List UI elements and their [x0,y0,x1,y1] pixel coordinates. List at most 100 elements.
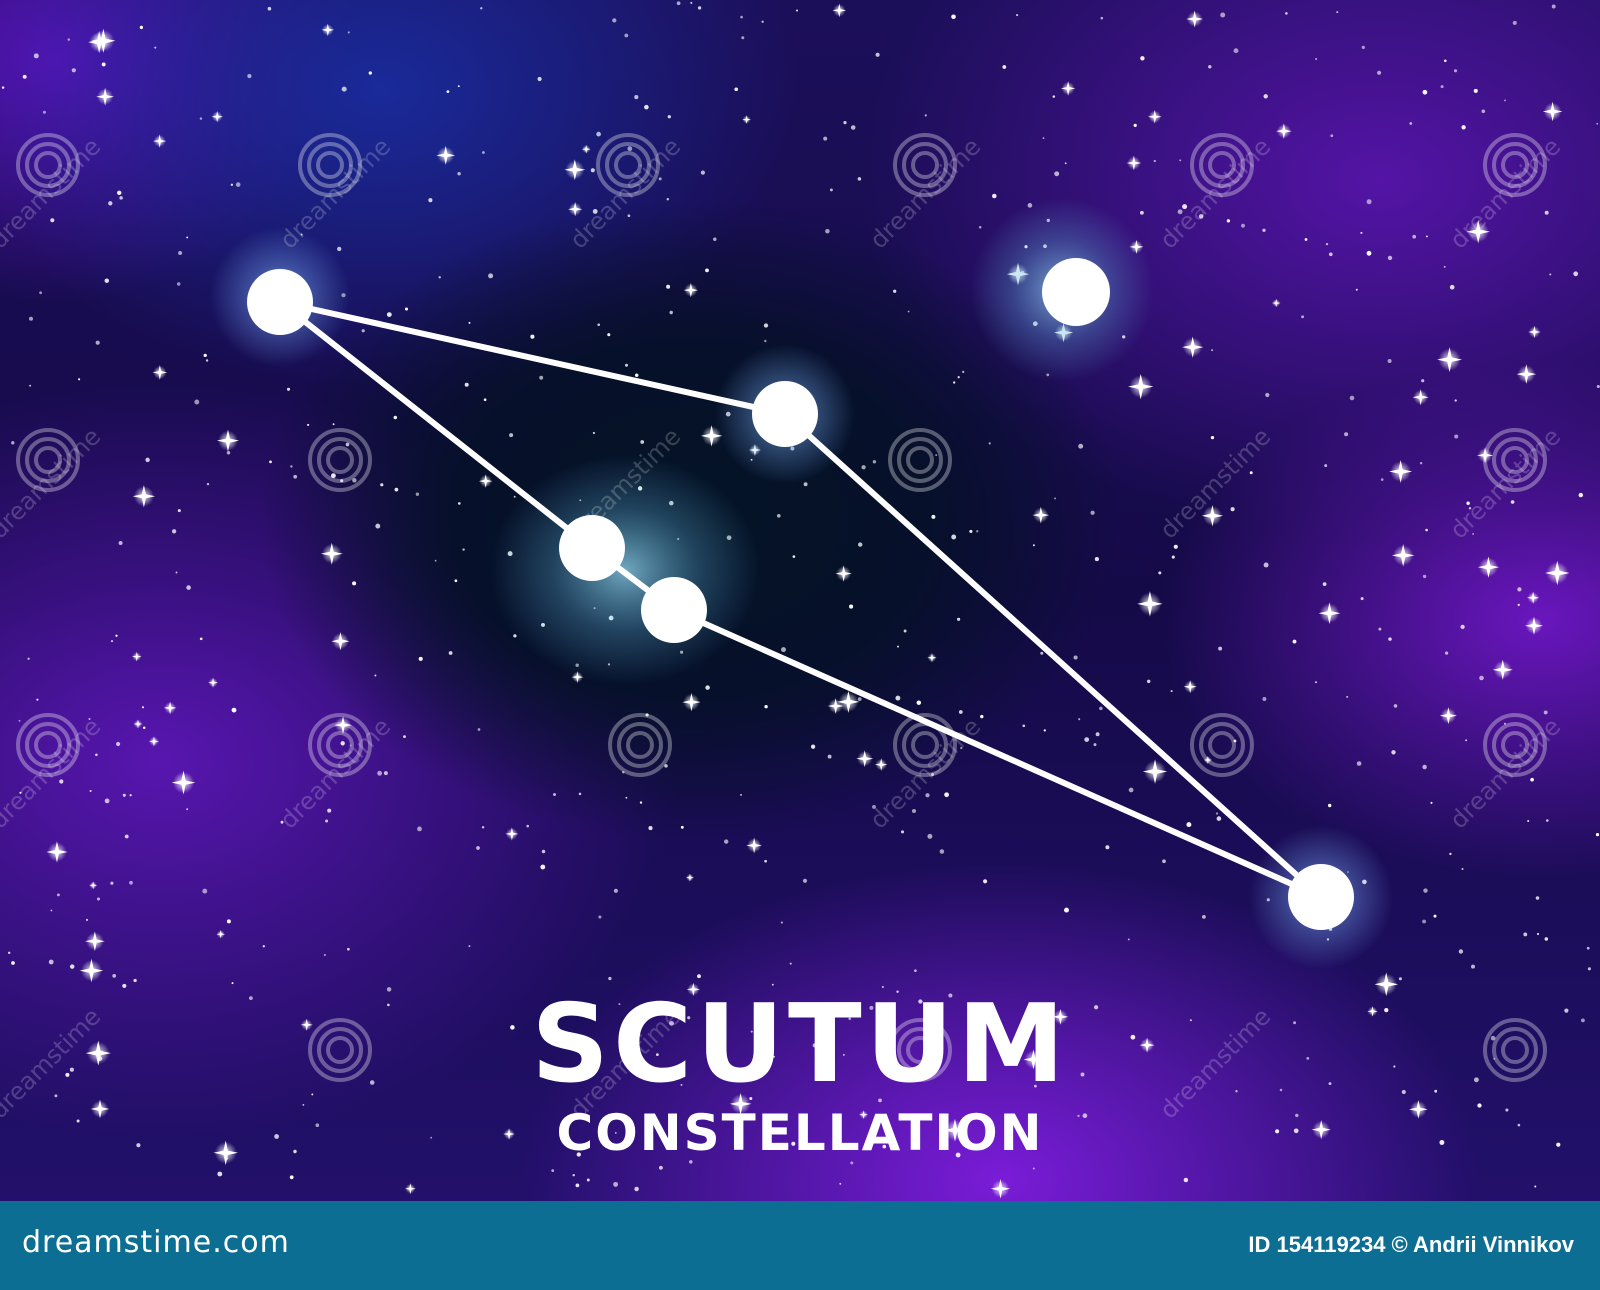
background-star [122,983,127,988]
background-star [1189,1019,1192,1022]
sparkle-star [1374,972,1399,997]
background-star [293,474,298,479]
background-star [1032,1167,1035,1170]
background-star [454,579,458,583]
background-star [1388,637,1392,641]
sparkle-star [1052,1008,1069,1025]
background-star [33,53,39,59]
background-star [1473,1077,1479,1083]
background-star [1,86,5,89]
background-star [1490,1035,1496,1041]
background-star [1479,675,1484,681]
background-star [613,888,618,893]
background-star [145,457,150,463]
background-star [1100,16,1104,20]
background-star [1249,471,1253,475]
background-star [669,310,673,315]
background-star [110,881,114,885]
background-star [393,415,398,420]
background-star [488,273,494,279]
background-star [468,321,471,324]
background-star [133,978,137,983]
watermark-text: dreamstime [1154,423,1276,545]
background-star [446,90,450,93]
background-star [1378,627,1382,631]
background-star [572,1173,575,1177]
isolated-star [1042,258,1110,326]
sparkle-star [1466,220,1490,244]
background-star [1465,739,1468,742]
background-star [56,893,60,897]
watermark-spiral-icon [308,428,372,492]
background-star [763,323,769,328]
background-star [415,492,420,496]
background-star [88,718,91,720]
background-star [36,698,39,701]
background-star [1422,764,1427,770]
background-star [1211,349,1214,352]
background-star [925,793,930,798]
background-star [231,707,237,713]
background-star [935,454,938,457]
background-star [112,974,117,978]
sparkle-star [567,202,583,217]
background-star [340,741,345,746]
watermark-spiral-icon [888,428,952,492]
sparkle-star [729,1092,752,1115]
background-star [199,637,203,641]
background-star [1080,1072,1085,1077]
background-star [842,1053,845,1056]
sparkle-star [132,484,156,508]
background-star [345,442,350,447]
background-star [624,33,629,38]
sparkle-star [503,1128,515,1140]
background-star [1440,85,1444,89]
sparkle-star [1032,506,1050,524]
background-star [1422,574,1427,579]
background-star [988,442,991,445]
sparkle-star [682,692,701,712]
background-star [1179,159,1182,162]
background-star [1293,1128,1299,1134]
sparkle-star [1060,81,1076,96]
background-star [669,1020,674,1026]
background-star [612,18,617,23]
background-star [119,196,123,200]
background-star [951,534,957,540]
background-star [586,1178,590,1182]
background-star [383,771,388,776]
background-star [387,1003,390,1007]
background-star [1460,624,1465,630]
background-star [1564,1008,1569,1013]
background-star [377,770,383,776]
background-star [1078,718,1081,721]
background-star [889,1041,893,1045]
background-star [592,431,595,435]
background-star [689,1160,693,1164]
background-star [129,794,132,797]
background-star [59,779,64,784]
background-star [249,996,253,1000]
background-star [1186,822,1192,828]
background-star [1409,122,1413,125]
background-star [1534,1185,1537,1188]
background-star [1472,532,1475,535]
background-star [1330,134,1334,138]
background-star [1301,315,1305,319]
background-star [1034,1084,1037,1088]
background-star [857,177,862,181]
background-star [1173,544,1178,549]
constellation-line [277,299,788,417]
background-star [458,502,461,505]
background-star [1233,48,1239,54]
background-star [705,685,710,690]
background-star [403,735,406,739]
background-star [1356,761,1362,766]
background-star [95,753,98,757]
background-star [1425,235,1428,238]
background-star [176,282,181,286]
background-star [394,487,399,492]
background-star [286,387,291,391]
background-star [417,826,422,832]
background-star [869,1005,874,1010]
